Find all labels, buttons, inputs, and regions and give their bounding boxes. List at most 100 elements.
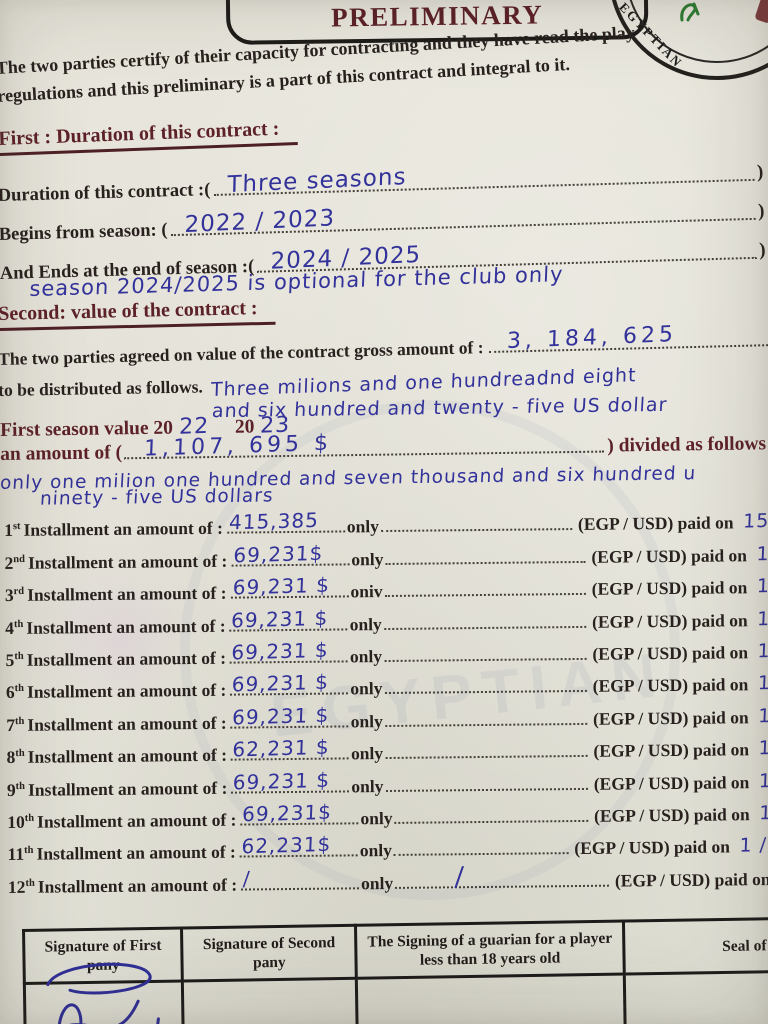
installment-label: Installment an amount of : — [36, 841, 236, 864]
amount-fill: 69,231 $ — [230, 702, 349, 729]
amount-close-label: ) divided as follows — [607, 433, 767, 457]
installment-label: Installment an amount of : — [27, 777, 228, 800]
currency-paid-label: (EGP / USD) paid on — [614, 868, 768, 891]
amount-fill: 415,385 — [226, 508, 345, 535]
ordinal: 8th — [6, 747, 25, 768]
header-signature-second-party: Signature of Second pany — [181, 925, 357, 981]
installment-label: Installment an amount of : — [27, 550, 228, 573]
amount-fill: 69,231 $ — [230, 638, 349, 664]
currency-paid-label: (EGP / USD) paid on — [577, 512, 734, 535]
only-label: only — [361, 872, 394, 893]
installment-label: Installment an amount of : — [26, 615, 226, 638]
gross-fill-line: 3, 184, 625 — [489, 322, 768, 354]
paid-date-handwritten: 1 / — [757, 672, 768, 695]
only-label: only — [359, 840, 393, 861]
ordinal: 10th — [7, 811, 35, 832]
installment-amount-handwritten: / — [242, 866, 252, 891]
installment-amount-handwritten: 62,231 $ — [232, 734, 331, 762]
leader-line — [384, 593, 586, 598]
paid-date-handwritten: 1 / — [757, 607, 768, 630]
installment-label: Installment an amount of : — [26, 680, 227, 703]
signatures-table: Signature of First pany Signature of Sec… — [22, 914, 768, 1024]
ordinal: 4th — [5, 617, 24, 638]
ordinal: 11th — [7, 844, 34, 865]
installment-label: Installment an amount of : — [27, 582, 227, 605]
begins-label: Begins from season: ( — [0, 220, 168, 245]
amount-fill: 69,231 $ — [231, 767, 350, 794]
first-party-signature — [46, 962, 164, 1024]
currency-paid-label: (EGP / USD) paid on — [592, 706, 749, 729]
amount-open-label: an amount of ( — [0, 442, 123, 465]
currency-paid-label: (EGP / USD) paid on — [591, 577, 748, 600]
installment-amount-handwritten: 69,231$ — [232, 540, 324, 568]
paid-date-handwritten: 15 / — [743, 510, 768, 534]
installment-amount-handwritten: 415,385 — [228, 508, 320, 535]
installment-amount-handwritten: 69,231 $ — [232, 767, 331, 794]
leader-line — [385, 560, 586, 565]
leader-line: / — [395, 862, 609, 892]
header-guardian-signing: The Signing of a guarian for a player le… — [355, 921, 625, 979]
installment-amount-handwritten: 62,231$ — [241, 832, 333, 859]
currency-paid-label: (EGP / USD) paid on — [591, 609, 748, 632]
leader-line — [383, 625, 587, 630]
ordinal: 6th — [5, 682, 25, 703]
only-label: only — [360, 807, 393, 829]
distribution-label: to be distributed as follows. — [0, 376, 204, 400]
currency-paid-label: (EGP / USD) paid on — [593, 804, 750, 826]
installment-label: Installment an amount of : — [27, 744, 228, 767]
paid-date-handwritten: 1 / — [757, 639, 768, 663]
amount-fill-line: 1,107, 695 $ — [124, 431, 605, 462]
installment-amount-handwritten: 69,231 $ — [231, 637, 330, 665]
ordinal: 5th — [5, 649, 24, 670]
installment-amount-handwritten: 69,231 $ — [232, 702, 331, 730]
paid-date-handwritten: 1 / — [759, 801, 768, 825]
only-label: only — [350, 743, 384, 764]
only-label: only — [351, 548, 384, 570]
installment-amount-handwritten: 69,231 $ — [231, 605, 330, 633]
installment-label: Installment an amount of : — [26, 647, 227, 670]
cell-second-party-signature — [182, 978, 359, 1024]
installment-label: Installment an amount of : — [23, 518, 223, 541]
leader-line — [384, 722, 588, 727]
currency-paid-label: (EGP / USD) paid on — [574, 836, 731, 859]
close-paren: ) — [756, 161, 764, 183]
leader-line — [393, 852, 569, 857]
installment-amount-handwritten: 69,231$ — [241, 799, 333, 827]
currency-paid-label: (EGP / USD) paid on — [592, 674, 749, 697]
signatures-body-row — [24, 962, 768, 1024]
amount-fill: / — [241, 866, 360, 890]
header-seal-of-club: Seal of the elab — [623, 916, 768, 975]
ordinal: 9th — [6, 779, 26, 800]
only-label: only — [350, 678, 383, 699]
leader-line — [381, 528, 573, 533]
amount-fill: 62,231$ — [239, 832, 358, 859]
currency-paid-label: (EGP / USD) paid on — [593, 771, 750, 794]
only-label: only — [350, 710, 383, 732]
gross-amount-handwritten: 3, 184, 625 — [506, 321, 678, 355]
paid-date-handwritten: 1 / — [758, 704, 768, 728]
amount-fill: 62,231 $ — [231, 735, 350, 762]
ordinal: 2nd — [4, 552, 26, 573]
cell-first-party-signature — [24, 962, 185, 1024]
leader-line — [394, 819, 589, 824]
cell-club-seal — [624, 969, 768, 1024]
club-watermark-ring — [180, 400, 680, 900]
amount-fill: 69,231$ — [231, 541, 350, 567]
ordinal: 1st — [4, 520, 21, 541]
gross-amount-row: The two parties agreed on value of the c… — [0, 322, 768, 370]
installment-amount-handwritten: 69,231 $ — [231, 670, 330, 697]
strike-mark: / — [454, 861, 466, 893]
currency-paid-label: (EGP / USD) paid on — [592, 642, 749, 664]
installment-label: Installment an amount of : — [37, 809, 237, 832]
leader-line — [385, 787, 588, 792]
amount-fill: 69,231 $ — [230, 573, 349, 600]
currency-paid-label: (EGP / USD) paid on — [591, 545, 748, 567]
leader-line — [385, 755, 588, 760]
only-label: only — [349, 613, 382, 634]
installments-list: 1st Installment an amount of : 415,385 o… — [4, 501, 768, 898]
begins-value-handwritten: 2022 / 2023 — [183, 205, 336, 239]
paid-date-handwritten: 1 / 8 — [739, 834, 768, 858]
currency-paid-label: (EGP / USD) paid on — [593, 739, 750, 761]
gross-amount-label: The two parties agreed on value of the c… — [0, 337, 484, 369]
ordinal: 3rd — [4, 585, 25, 606]
